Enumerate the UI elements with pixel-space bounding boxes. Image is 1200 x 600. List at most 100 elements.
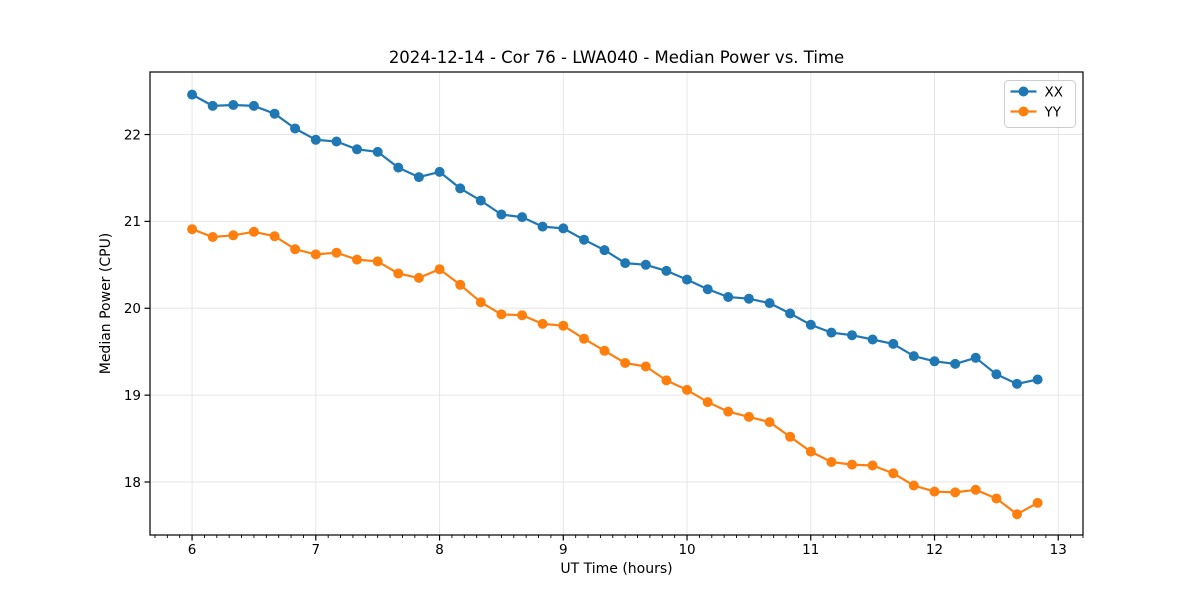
series-YY-marker — [517, 310, 528, 321]
series-XX-marker — [599, 245, 610, 256]
series-XX-marker — [661, 265, 672, 276]
series-YY-marker — [352, 254, 362, 265]
series-YY-marker — [599, 345, 610, 356]
series-XX-marker — [1032, 374, 1043, 385]
series-YY-marker — [455, 279, 466, 290]
series-XX-marker — [558, 223, 569, 234]
series-XX-marker — [682, 274, 692, 285]
series-XX-marker — [393, 162, 404, 173]
x-tick-label: 9 — [559, 542, 568, 558]
series-YY-marker — [929, 486, 940, 497]
series-XX-marker — [228, 100, 239, 110]
y-tick-label: 22 — [124, 127, 141, 143]
x-tick-label: 6 — [188, 542, 197, 558]
series-YY-marker — [661, 375, 672, 386]
x-tick-label: 12 — [926, 542, 943, 558]
series-XX-marker — [290, 123, 301, 134]
series-YY-marker — [620, 358, 631, 368]
legend-marker-sample — [1018, 86, 1029, 97]
series-XX-marker — [372, 146, 383, 157]
series-YY-marker — [723, 406, 734, 417]
series-XX-marker — [434, 166, 445, 177]
x-tick-label: 7 — [312, 542, 321, 558]
series-YY-marker — [1012, 509, 1022, 520]
x-tick-label: 13 — [1050, 542, 1067, 558]
series-XX-marker — [970, 352, 981, 363]
series-YY-marker — [475, 297, 486, 308]
series-XX-marker — [187, 89, 198, 100]
series-YY-marker — [908, 480, 919, 491]
series-XX-marker — [950, 358, 961, 369]
x-tick-label: 10 — [678, 542, 695, 558]
series-XX-marker — [723, 292, 734, 302]
legend-marker-sample — [1018, 106, 1029, 117]
x-tick-label: 8 — [435, 542, 444, 558]
series-YY-marker — [867, 460, 878, 471]
series-YY-marker — [826, 457, 837, 467]
x-tick-label: 11 — [802, 542, 819, 558]
series-YY-marker — [970, 484, 981, 495]
series-XX-marker — [620, 258, 631, 269]
series-XX-marker — [908, 351, 919, 362]
series-YY-marker — [640, 361, 651, 372]
series-XX-marker — [310, 134, 321, 145]
series-YY-marker — [331, 247, 342, 258]
series-XX-marker — [537, 221, 548, 232]
series-YY-marker — [1032, 497, 1043, 508]
series-XX-marker — [517, 212, 528, 223]
series-YY-marker — [434, 264, 445, 275]
series-XX-marker — [207, 100, 218, 111]
series-YY-marker — [743, 411, 754, 422]
series-YY-marker — [207, 232, 218, 242]
chart-title: 2024-12-14 - Cor 76 - LWA040 - Median Po… — [389, 48, 844, 67]
y-tick-label: 19 — [124, 388, 141, 404]
y-tick-label: 20 — [124, 301, 141, 317]
series-XX-marker — [743, 293, 754, 304]
series-XX-marker — [413, 172, 424, 183]
series-YY-marker — [702, 397, 713, 408]
series-XX-marker — [248, 100, 259, 111]
series-YY-marker — [558, 320, 569, 331]
series-YY-marker — [248, 226, 259, 237]
series-YY-marker — [888, 468, 899, 479]
series-YY-marker — [228, 230, 239, 241]
series-YY-marker — [950, 487, 961, 498]
series-YY-marker — [579, 333, 589, 344]
series-XX-marker — [496, 209, 507, 220]
series-YY-marker — [805, 446, 816, 457]
series-XX-marker — [640, 259, 651, 270]
series-XX-marker — [826, 327, 837, 338]
x-axis-label: UT Time (hours) — [560, 561, 672, 577]
series-XX-marker — [579, 234, 589, 245]
series-XX-marker — [702, 284, 713, 295]
series-YY-marker — [764, 417, 775, 428]
series-XX-marker — [867, 334, 878, 345]
series-XX-marker — [888, 338, 899, 349]
series-XX-marker — [785, 308, 796, 319]
series-YY-marker — [393, 268, 404, 279]
y-axis-label: Median Power (CPU) — [98, 233, 114, 375]
series-YY-marker — [537, 318, 548, 329]
plot-spines — [149, 71, 1084, 536]
series-XX-marker — [991, 369, 1002, 380]
series-YY-marker — [269, 231, 280, 242]
series-YY-line — [191, 228, 1039, 516]
series-YY-marker — [847, 459, 857, 470]
legend-label-YY: YY — [1044, 104, 1062, 120]
y-tick-label: 18 — [124, 475, 141, 491]
series-YY-marker — [682, 384, 692, 395]
legend-label-XX: XX — [1045, 84, 1064, 100]
series-YY-marker — [290, 244, 301, 255]
series-XX-marker — [805, 319, 816, 330]
series-XX-marker — [269, 108, 280, 119]
series-YY-marker — [372, 256, 383, 267]
series-XX-marker — [764, 298, 775, 309]
series-YY-marker — [785, 431, 796, 442]
series-YY-marker — [413, 272, 424, 283]
series-XX-marker — [929, 356, 940, 367]
series-YY-marker — [310, 249, 321, 260]
series-XX-marker — [475, 195, 486, 206]
series-YY-marker — [496, 309, 507, 320]
